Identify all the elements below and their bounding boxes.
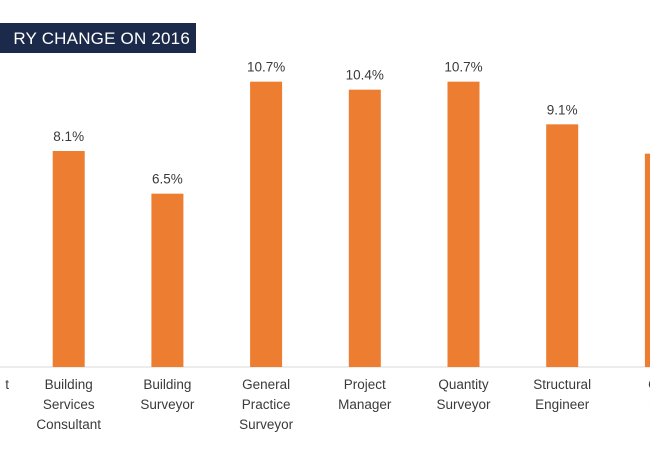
bar-4 (348, 89, 381, 368)
category-label-3-line-0: General (242, 377, 290, 392)
bar-2 (151, 193, 184, 367)
category-label-2-line-1: Surveyor (140, 397, 195, 412)
category-label-1-line-2: Consultant (36, 417, 101, 432)
category-label-6-line-0: Structural (533, 377, 591, 392)
category-label-4-line-0: Project (344, 377, 386, 392)
chart-title: RY CHANGE ON 2016 (13, 29, 190, 48)
category-label-7-line-1: Eng (649, 397, 650, 412)
category-label-1-line-0: Building (45, 377, 93, 392)
category-label-2-line-0: Building (143, 377, 191, 392)
category-label-5-line-0: Quantity (438, 377, 489, 392)
bar-7 (644, 153, 650, 367)
category-label-6-line-1: Engineer (535, 397, 590, 412)
bar-1 (52, 151, 85, 367)
data-label-1: 8.1% (53, 129, 84, 144)
category-label-1-line-1: Services (43, 397, 95, 412)
category-label-5-line-1: Surveyor (436, 397, 491, 412)
data-label-2: 6.5% (152, 172, 183, 187)
category-label-3-line-1: Practice (242, 397, 291, 412)
bar-5 (447, 81, 480, 368)
category-label-3-line-2: Surveyor (239, 417, 294, 432)
data-label-5: 10.7% (444, 60, 482, 75)
bar-3 (250, 81, 283, 368)
category-label-4-line-1: Manager (338, 397, 392, 412)
category-label-0-line-0: t (5, 377, 9, 392)
category-label-7-line-0: Civil (648, 377, 650, 392)
bar-6 (546, 124, 579, 367)
chart-title-banner: RY CHANGE ON 2016 (0, 23, 196, 53)
data-label-3: 10.7% (247, 60, 285, 75)
data-label-6: 9.1% (547, 102, 578, 117)
data-label-4: 10.4% (346, 68, 384, 83)
